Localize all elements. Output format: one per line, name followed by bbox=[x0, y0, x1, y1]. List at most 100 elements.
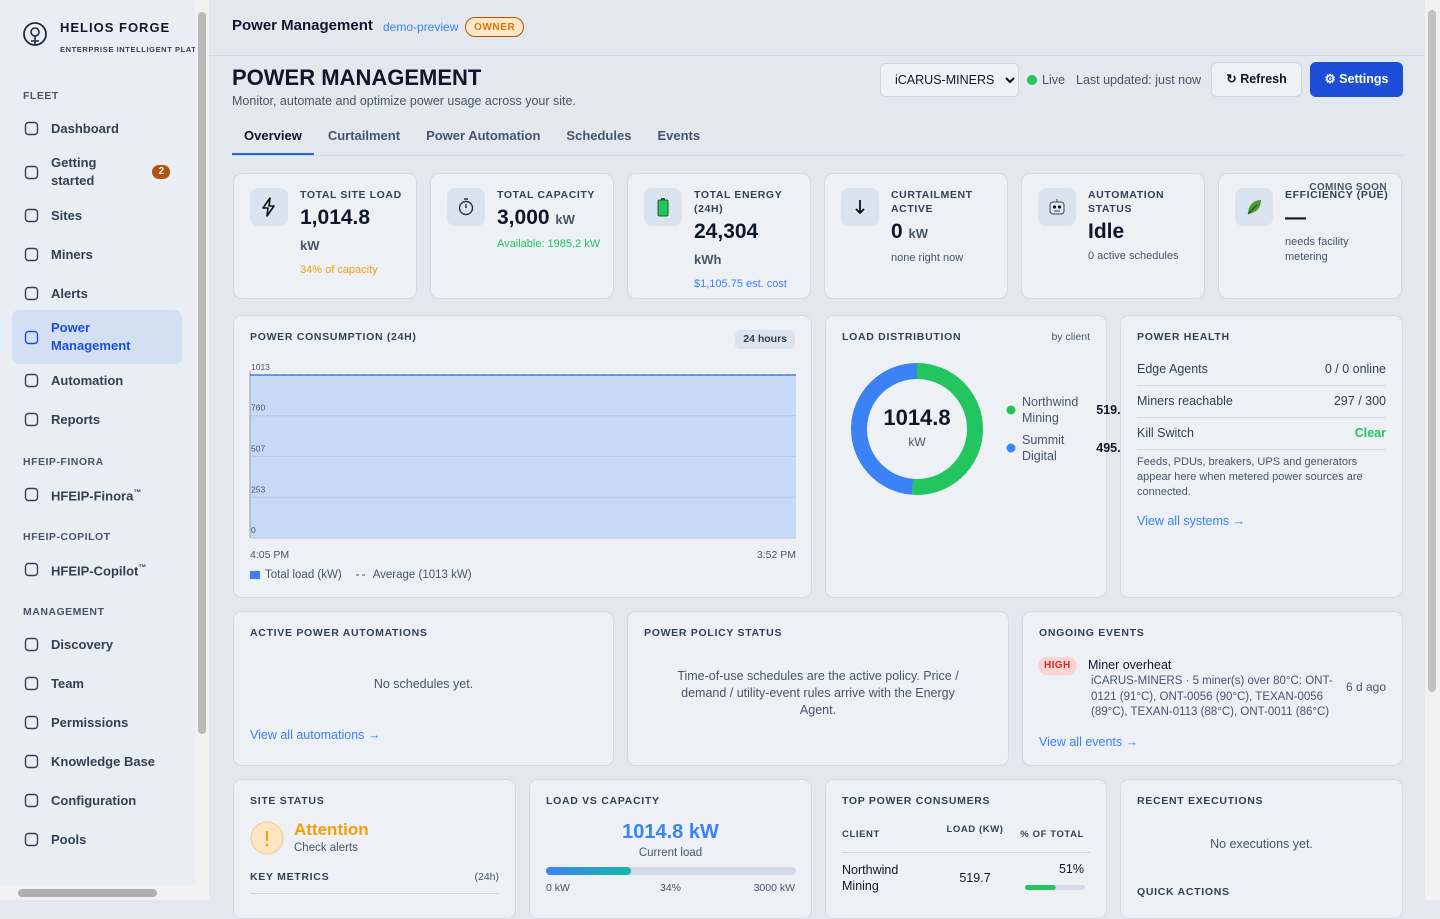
icon bbox=[1247, 200, 1261, 215]
tab[interactable]: Events bbox=[657, 128, 701, 143]
tagline: ENTERPRISE INTELLIGENT PLATFORM bbox=[60, 45, 195, 54]
scroll-thumb bbox=[18, 889, 157, 897]
view-events-link[interactable]: View all events → bbox=[1039, 735, 1139, 749]
icon-shape bbox=[24, 715, 39, 730]
kpi-value-row: 1,014.8 kW bbox=[300, 205, 392, 259]
kpi-value-row: Idle bbox=[1088, 219, 1180, 245]
org-link[interactable]: demo-preview bbox=[383, 20, 459, 34]
nav-label-text: Miners bbox=[51, 246, 93, 262]
nav-item[interactable]: Permissions bbox=[12, 703, 182, 742]
nav-label: Configuration bbox=[51, 792, 136, 810]
nav-item[interactable]: Configuration bbox=[12, 781, 182, 820]
legend-item: Average (1013 kW) bbox=[355, 569, 472, 581]
card-title: ACTIVE POWER AUTOMATIONS bbox=[250, 627, 428, 639]
view-automations-link[interactable]: View all automations → bbox=[250, 728, 381, 742]
icon-shape bbox=[24, 637, 39, 652]
top-consumers-card: TOP POWER CONSUMERS CLIENT LOAD (KW) % O… bbox=[825, 779, 1107, 919]
nav-label: Permissions bbox=[51, 714, 128, 732]
nav-item[interactable]: Automation bbox=[12, 361, 182, 400]
consumption-card: POWER CONSUMPTION (24H) 24 hours 0 253 507… bbox=[233, 315, 812, 598]
share-bar bbox=[1025, 885, 1085, 890]
nav-item[interactable]: HFEIP-Finora™ bbox=[12, 475, 182, 514]
kpi-icon bbox=[1038, 188, 1076, 226]
nav-icon bbox=[24, 676, 39, 691]
nav: FLEET Dashboard Getting started 2 Sites Miner… bbox=[12, 86, 182, 859]
y-tick-label: 1013 bbox=[251, 362, 270, 372]
nav-label: Knowledge Base bbox=[51, 753, 155, 771]
icon-shape bbox=[1247, 204, 1258, 215]
current-load-caption: Current load bbox=[638, 847, 703, 859]
kpi-value: Idle bbox=[1088, 220, 1125, 243]
tab[interactable]: Curtailment bbox=[327, 128, 401, 143]
metrics-title: KEY METRICS bbox=[250, 871, 330, 883]
sidebar-scrollbar[interactable] bbox=[195, 0, 209, 900]
chevron bbox=[1005, 77, 1015, 84]
nav-item[interactable]: Dashboard bbox=[12, 109, 182, 148]
kpi-note: needs facility metering bbox=[1285, 236, 1349, 263]
section-label: FLEET bbox=[23, 90, 59, 102]
page-subtitle: Monitor, automate and optimize power usa… bbox=[232, 94, 576, 108]
kpi-value-row: 3,000 kW bbox=[497, 205, 589, 233]
role-badge: OWNER bbox=[465, 17, 525, 37]
column-header: CLIENT bbox=[842, 829, 880, 840]
bar-min: 0 kW bbox=[546, 882, 570, 894]
kpi-note: none right now bbox=[891, 252, 964, 264]
policy-card: POWER POLICY STATUS Time-of-use schedule… bbox=[627, 611, 1009, 766]
nav-item[interactable]: Sites bbox=[12, 196, 182, 235]
tab[interactable]: Power Automation bbox=[426, 128, 541, 143]
card-title: ONGOING EVENTS bbox=[1039, 627, 1145, 639]
nav-icon bbox=[24, 487, 39, 502]
nav-icon bbox=[24, 373, 39, 388]
refresh-button[interactable]: ↻ Refresh bbox=[1211, 62, 1302, 97]
nav-item[interactable]: Alerts bbox=[12, 274, 182, 313]
kpi-body: TOTAL ENERGY (24H) 24,304 kWh $1,105.75 es… bbox=[694, 188, 798, 292]
legend-item: Northwind Mining 519.7 bbox=[1006, 394, 1128, 426]
page-scrollbar[interactable] bbox=[1425, 0, 1440, 900]
view-systems-link[interactable]: View all systems → bbox=[1137, 514, 1246, 528]
power-health-card: POWER HEALTH Edge Agents 0 / 0 online Mine… bbox=[1120, 315, 1403, 598]
tab[interactable]: Schedules bbox=[566, 128, 632, 143]
icon-shape bbox=[24, 562, 39, 577]
divider bbox=[250, 893, 499, 894]
icon-shape bbox=[657, 199, 669, 217]
scroll-thumb bbox=[1428, 10, 1436, 692]
legend-item: Total load (kW) bbox=[250, 569, 342, 581]
nav-label: Dashboard bbox=[51, 120, 119, 138]
legend-dash bbox=[355, 574, 368, 576]
nav-item[interactable]: Team bbox=[12, 664, 182, 703]
scroll-thumb bbox=[198, 12, 206, 734]
nav-item[interactable]: Reports bbox=[12, 400, 182, 439]
legend-swatch bbox=[250, 571, 260, 579]
health-note: Feeds, PDUs, breakers, UPS and generator… bbox=[1137, 456, 1363, 498]
nav-item[interactable]: Miners bbox=[12, 235, 182, 274]
nav-item[interactable]: HFEIP-Copilot™ bbox=[12, 550, 182, 589]
load-capacity-card: LOAD VS CAPACITY 1014.8 kW Current load … bbox=[529, 779, 812, 919]
nav-item[interactable]: Getting started 2 bbox=[12, 148, 182, 196]
nav-item[interactable]: Knowledge Base bbox=[12, 742, 182, 781]
bar-percent: 34% bbox=[659, 882, 681, 894]
icon bbox=[657, 198, 669, 217]
horizontal-scrollbar[interactable] bbox=[0, 885, 195, 900]
nav-item[interactable]: Discovery bbox=[12, 625, 182, 664]
ui-element bbox=[265, 843, 269, 847]
health-value: Clear bbox=[1354, 426, 1386, 440]
tab[interactable]: Overview bbox=[232, 126, 314, 156]
ui-element bbox=[1027, 75, 1037, 85]
kpi-card: CURTAILMENT ACTIVE 0 kW none right now bbox=[824, 173, 1008, 299]
nav-item[interactable]: Pools bbox=[12, 820, 182, 859]
ui-element bbox=[1005, 77, 1015, 84]
icon-shape bbox=[464, 198, 468, 208]
kpi-unit: kW bbox=[908, 226, 929, 241]
nav-icon bbox=[24, 330, 39, 344]
recent-executions-card: RECENT EXECUTIONS No executions yet. QUI… bbox=[1120, 779, 1403, 919]
nav-label-text: Permissions bbox=[51, 714, 129, 730]
site-select[interactable]: iCARUS-MINERS bbox=[880, 63, 1019, 97]
nav-label: Team bbox=[51, 675, 84, 693]
nav-label-text: Knowledge Base bbox=[51, 753, 156, 769]
kpi-body: EFFICIENCY (PUE) — needs facility metering bbox=[1285, 188, 1389, 265]
nav-item[interactable]: Power Management bbox=[12, 310, 182, 364]
tabs-divider bbox=[232, 155, 1403, 156]
kpi-label: AUTOMATION STATUS bbox=[1088, 189, 1165, 215]
settings-button[interactable]: ⚙ Settings bbox=[1310, 62, 1403, 97]
nav-icon bbox=[24, 165, 39, 179]
